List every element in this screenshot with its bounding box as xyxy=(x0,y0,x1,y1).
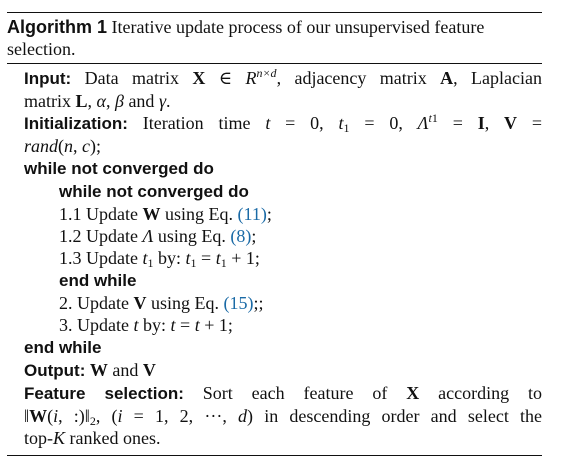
eq-ref-15[interactable]: (15) xyxy=(223,293,254,313)
feature-selection-line-3: top-K ranked ones. xyxy=(24,428,161,448)
input-keyword: Input: xyxy=(24,69,72,88)
outer-loop-body: while not converged do 1.1 Update W usin… xyxy=(24,180,542,336)
eq-ref-11[interactable]: (11) xyxy=(237,204,267,224)
algorithm-body: Input: Data matrix X ∈ Rn×d, adjacency m… xyxy=(7,64,542,449)
end-inner-keyword: end while xyxy=(59,271,137,290)
step-1-3: 1.3 Update t1 by: t1 = t1 + 1; xyxy=(59,248,260,270)
feature-selection-line-2: ‖W(i, :)‖2, (i = 1, 2, ···, d) in descen… xyxy=(24,406,542,428)
end-inner-line: end while xyxy=(59,269,542,292)
while-outer-line: while not converged do xyxy=(24,157,542,180)
algorithm-caption: Algorithm 1 Iterative update process of … xyxy=(7,13,542,60)
step-1-1: 1.1 Update W using Eq. (11); xyxy=(59,204,272,224)
top-rule xyxy=(7,12,542,13)
eq-ref-8[interactable]: (8) xyxy=(230,226,252,246)
output-line: Output: W and V xyxy=(24,360,156,380)
step-2: 2. Update V using Eq. (15);; xyxy=(59,293,264,313)
while-outer-keyword: while not converged do xyxy=(24,159,214,178)
while-inner-keyword: while not converged do xyxy=(59,182,249,201)
step-1-2: 1.2 Update Λ using Eq. (8); xyxy=(59,226,257,246)
feature-selection-line: Feature selection: Sort each feature of … xyxy=(24,383,542,403)
output-keyword: Output: xyxy=(24,361,86,380)
algorithm-block: Algorithm 1 Iterative update process of … xyxy=(7,12,542,456)
input-line: Input: Data matrix X ∈ Rn×d, adjacency m… xyxy=(24,66,543,88)
init-line: Initialization: Iteration time t = 0, t1… xyxy=(24,111,543,135)
init-line-cont: rand(n, c); xyxy=(24,136,102,156)
init-keyword: Initialization: xyxy=(24,114,128,133)
step-3: 3. Update t by: t = t + 1; xyxy=(59,315,233,335)
algorithm-title: Iterative update process of our unsuperv… xyxy=(7,17,485,59)
input-line-cont: matrix L, α, β and γ. xyxy=(24,91,171,111)
end-outer-keyword: end while xyxy=(24,338,102,357)
end-outer-line: end while xyxy=(24,336,542,359)
algorithm-label: Algorithm 1 xyxy=(7,17,108,37)
bottom-rule xyxy=(7,455,542,456)
feature-keyword: Feature selection: xyxy=(24,384,184,403)
caption-rule xyxy=(7,63,542,64)
while-inner-line: while not converged do xyxy=(59,180,542,203)
